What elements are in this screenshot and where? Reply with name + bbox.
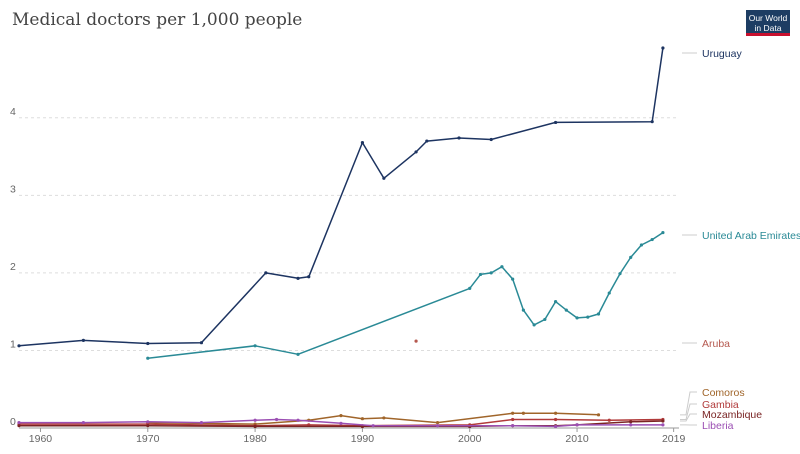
leader-line [680, 391, 697, 416]
data-point [553, 299, 558, 304]
data-point [661, 230, 665, 235]
data-point [575, 423, 579, 427]
data-point [489, 137, 493, 142]
data-point [146, 341, 150, 346]
data-point [553, 120, 558, 125]
data-point [435, 420, 440, 425]
x-tick-label: 2010 [565, 433, 589, 445]
data-point [17, 420, 21, 425]
data-point [81, 338, 85, 342]
data-point [650, 120, 654, 124]
data-point [543, 317, 547, 322]
data-point [307, 275, 311, 279]
data-point [382, 176, 386, 180]
data-point [575, 316, 579, 320]
data-point [607, 418, 611, 422]
data-point [639, 243, 644, 247]
data-point [81, 420, 85, 425]
data-point [521, 411, 525, 415]
series-label-gambia: Gambia [702, 399, 739, 411]
x-tick-label: 1990 [351, 433, 375, 445]
data-point [146, 356, 150, 360]
series-label-mozambique: Mozambique [702, 409, 762, 421]
data-point [511, 411, 515, 415]
data-point [146, 420, 150, 424]
data-point [661, 419, 665, 423]
data-point [586, 315, 590, 319]
data-point [360, 417, 365, 421]
data-point [468, 286, 472, 291]
data-point [629, 420, 633, 424]
data-point [199, 420, 204, 425]
data-point [553, 424, 558, 429]
data-point [146, 424, 150, 428]
series-line-uruguay [18, 47, 664, 347]
owid-logo[interactable]: Our World in Data [746, 10, 790, 36]
series-line-united-arab-emirates [147, 231, 664, 359]
data-point [511, 424, 515, 428]
data-point [382, 416, 386, 420]
data-point [253, 344, 257, 348]
y-tick-label: 1 [10, 338, 16, 350]
data-point [618, 272, 622, 276]
y-tick-label: 3 [10, 183, 16, 195]
data-point [629, 423, 633, 427]
data-point [296, 352, 300, 356]
y-tick-label: 0 [10, 416, 16, 428]
data-point [661, 423, 665, 427]
data-point [511, 417, 515, 422]
logo-line-2: in Data [754, 23, 782, 33]
data-point [521, 308, 525, 312]
y-tick-label: 4 [10, 106, 16, 118]
x-tick-label: 1960 [29, 433, 53, 445]
data-point [511, 277, 515, 281]
data-point [414, 150, 418, 154]
data-point [371, 424, 375, 428]
data-point [650, 237, 654, 242]
leader-line [680, 413, 697, 422]
series-label-uruguay: Uruguay [702, 48, 742, 60]
data-point [564, 308, 568, 312]
data-point [661, 46, 665, 50]
data-point [596, 312, 601, 316]
x-tick-label: 2000 [458, 433, 482, 445]
data-point [360, 141, 365, 145]
data-point [253, 424, 257, 429]
data-point [339, 413, 343, 418]
x-tick-label: 1980 [243, 433, 267, 445]
data-point [199, 341, 204, 345]
data-point [17, 344, 21, 348]
series-label-united-arab-emirates: United Arab Emirates [702, 230, 800, 242]
data-point [500, 265, 504, 269]
chart-title: Medical doctors per 1,000 people [12, 10, 303, 30]
series-label-aruba: Aruba [702, 338, 730, 350]
data-point [425, 139, 429, 143]
data-point [339, 421, 343, 425]
data-point [489, 271, 493, 275]
data-point [414, 339, 418, 343]
data-point [296, 418, 300, 422]
y-tick-label: 2 [10, 261, 16, 273]
leader-line [680, 403, 697, 420]
series-label-liberia: Liberia [702, 420, 734, 432]
data-point [478, 272, 483, 277]
data-point [264, 271, 268, 275]
data-point [553, 417, 558, 422]
data-point [607, 291, 611, 295]
data-point [17, 424, 21, 428]
data-point [457, 136, 461, 140]
data-point [596, 413, 601, 417]
data-point [274, 417, 279, 422]
logo-line-1: Our World [748, 13, 788, 23]
data-point [296, 276, 300, 280]
data-point [629, 255, 633, 259]
x-tick-label: 2019 [662, 433, 686, 445]
data-point [553, 411, 558, 415]
series-label-comoros: Comoros [702, 387, 745, 399]
data-point [253, 418, 257, 422]
data-point [532, 323, 536, 327]
x-tick-label: 1970 [136, 433, 160, 445]
data-point [435, 424, 440, 428]
